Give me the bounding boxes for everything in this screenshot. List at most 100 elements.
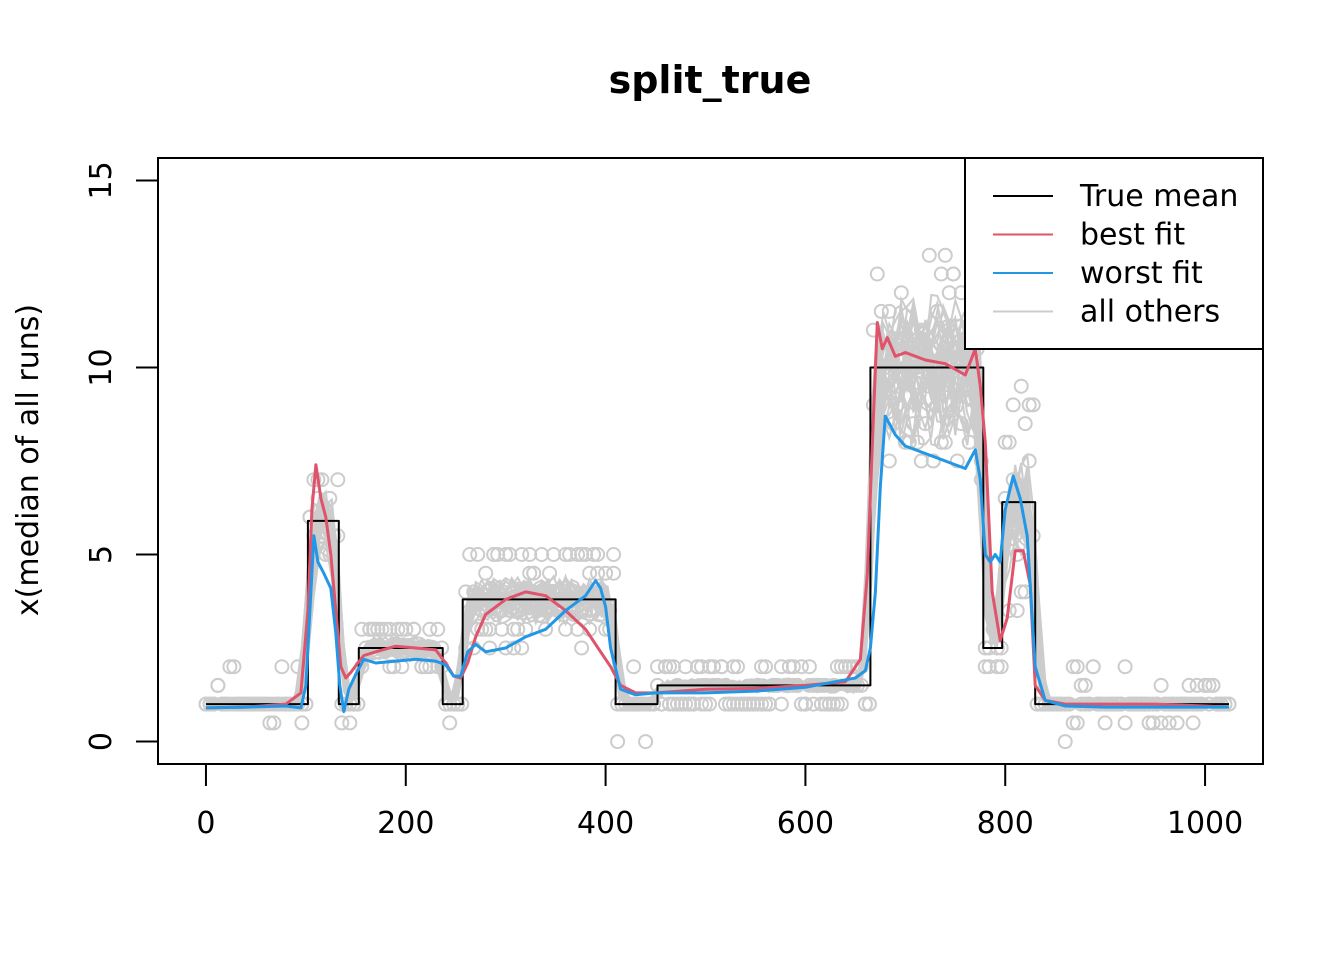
observation-point xyxy=(442,715,458,731)
observation-point xyxy=(590,565,606,581)
observation-point xyxy=(917,416,933,432)
observation-point xyxy=(262,715,278,731)
observation-point xyxy=(925,453,941,469)
observation-point xyxy=(793,659,809,675)
observation-point xyxy=(342,715,358,731)
observation-point xyxy=(1005,397,1021,413)
observation-point xyxy=(977,659,993,675)
observation-point xyxy=(582,565,598,581)
observation-point xyxy=(961,434,977,450)
observation-point xyxy=(702,696,717,712)
observation-point xyxy=(1065,715,1081,731)
observation-point xyxy=(849,659,865,675)
observation-point xyxy=(973,453,989,469)
observation-point xyxy=(474,603,490,619)
observation-point xyxy=(758,659,773,675)
observation-point xyxy=(210,677,226,693)
observation-point xyxy=(1181,677,1197,693)
observation-point xyxy=(390,621,406,637)
observation-point xyxy=(1073,677,1089,693)
observation-point xyxy=(1153,715,1169,731)
y-tick-label: 5 xyxy=(84,545,119,564)
observation-point xyxy=(993,659,1009,675)
observation-point xyxy=(470,547,486,562)
observation-point xyxy=(921,378,937,394)
observation-point xyxy=(797,696,813,712)
observation-point xyxy=(949,453,965,469)
y-tick-label: 10 xyxy=(84,348,119,386)
observation-point xyxy=(873,303,889,319)
series-layer xyxy=(205,321,1230,714)
x-tick-label: 1000 xyxy=(1167,806,1243,841)
observation-point xyxy=(750,696,765,712)
observation-point xyxy=(430,659,446,675)
observation-point xyxy=(1097,715,1113,731)
observation-point xyxy=(226,659,242,675)
observation-point xyxy=(538,621,554,637)
observation-point xyxy=(1013,378,1029,394)
observation-point xyxy=(478,565,494,581)
legend-label: True mean xyxy=(1079,179,1238,214)
observation-point xyxy=(1153,677,1169,693)
observation-point xyxy=(330,472,346,488)
observation-point xyxy=(869,266,885,282)
observation-point xyxy=(861,696,877,712)
legend-box xyxy=(964,157,1264,350)
x-tick-label: 600 xyxy=(777,806,834,841)
observation-point xyxy=(937,247,953,263)
observation-point xyxy=(921,247,937,263)
observation-point xyxy=(1021,397,1037,413)
observation-point xyxy=(1117,715,1133,731)
observation-point xyxy=(514,640,530,656)
observation-point xyxy=(222,659,238,675)
observation-point xyxy=(570,547,586,562)
observation-point xyxy=(1025,397,1041,413)
observation-point xyxy=(758,696,773,712)
observation-point xyxy=(933,434,949,450)
legend-label: all others xyxy=(1080,295,1220,330)
observation-point xyxy=(1077,677,1093,693)
observation-point xyxy=(658,659,673,675)
observation-point xyxy=(881,453,897,469)
observation-point xyxy=(502,603,518,619)
observation-point xyxy=(498,547,514,562)
observation-point xyxy=(590,547,606,562)
observation-point xyxy=(638,734,654,750)
observation-point xyxy=(374,621,390,637)
observation-point xyxy=(913,322,929,338)
observation-point xyxy=(266,715,282,731)
x-tick-label: 400 xyxy=(577,806,634,841)
observation-point xyxy=(482,640,498,656)
observation-point xyxy=(522,565,538,581)
observation-point xyxy=(510,621,526,637)
observation-point xyxy=(322,490,338,506)
observation-point xyxy=(422,621,438,637)
observation-point xyxy=(1017,416,1033,432)
observation-point xyxy=(694,696,709,712)
x-tick-label: 800 xyxy=(977,806,1034,841)
observation-point xyxy=(698,696,713,712)
observation-point xyxy=(1085,659,1101,675)
observation-point xyxy=(1069,659,1085,675)
observation-point xyxy=(1169,715,1185,731)
observation-point xyxy=(1117,659,1133,675)
observation-point xyxy=(941,397,957,413)
observation-point xyxy=(1205,677,1221,693)
observation-point xyxy=(294,715,310,731)
observation-point xyxy=(1057,734,1073,750)
x-tick-label: 200 xyxy=(377,806,434,841)
observation-point xyxy=(881,303,897,319)
observation-point xyxy=(909,434,925,450)
observation-point xyxy=(825,696,841,712)
observation-point xyxy=(1069,715,1085,731)
observation-point xyxy=(1065,659,1081,675)
observation-point xyxy=(526,565,542,581)
observation-point xyxy=(514,547,530,562)
y-axis-title: x(median of all runs) xyxy=(11,304,46,616)
observation-point xyxy=(1009,603,1025,619)
observation-point xyxy=(678,696,693,712)
y-tick-label: 15 xyxy=(84,161,119,199)
